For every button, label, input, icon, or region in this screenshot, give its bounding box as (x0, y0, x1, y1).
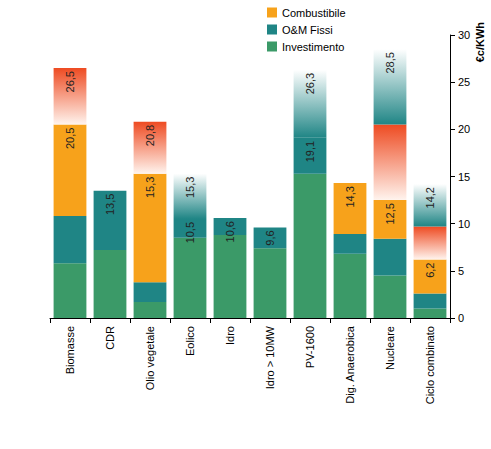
svg-text:10,6: 10,6 (224, 221, 236, 242)
svg-text:12,5: 12,5 (384, 203, 396, 224)
svg-text:CDR: CDR (104, 326, 116, 350)
svg-text:20,8: 20,8 (144, 125, 156, 146)
svg-text:5: 5 (458, 265, 464, 277)
svg-text:€c/KWh: €c/KWh (474, 22, 486, 63)
svg-text:Eolico: Eolico (184, 326, 196, 356)
svg-text:Dig. Anaerobica: Dig. Anaerobica (344, 325, 356, 404)
svg-text:Idro > 10MW: Idro > 10MW (264, 325, 276, 389)
svg-text:Nucleare: Nucleare (384, 326, 396, 370)
svg-text:10,5: 10,5 (184, 222, 196, 243)
svg-text:O&M Fissi: O&M Fissi (282, 24, 333, 36)
svg-text:20: 20 (458, 123, 470, 135)
svg-text:15,3: 15,3 (144, 177, 156, 198)
svg-text:Investimento: Investimento (282, 41, 344, 53)
svg-text:26,3: 26,3 (304, 73, 316, 94)
svg-text:9,6: 9,6 (264, 230, 276, 245)
svg-text:13,5: 13,5 (104, 194, 116, 215)
svg-text:10: 10 (458, 218, 470, 230)
svg-text:14,2: 14,2 (424, 187, 436, 208)
svg-text:19,1: 19,1 (304, 141, 316, 162)
svg-text:0: 0 (458, 312, 464, 324)
svg-text:20,5: 20,5 (64, 128, 76, 149)
svg-text:30: 30 (458, 29, 470, 41)
svg-text:Ciclo combinato: Ciclo combinato (424, 326, 436, 404)
svg-text:Olio vegetale: Olio vegetale (144, 326, 156, 390)
svg-text:6,2: 6,2 (424, 263, 436, 278)
svg-text:PV-1600: PV-1600 (304, 326, 316, 368)
svg-text:28,5: 28,5 (384, 52, 396, 73)
svg-text:Combustibile: Combustibile (282, 7, 346, 19)
svg-text:25: 25 (458, 76, 470, 88)
svg-text:14,3: 14,3 (344, 186, 356, 207)
svg-text:15: 15 (458, 171, 470, 183)
svg-text:Idro: Idro (224, 326, 236, 345)
svg-text:Biomasse: Biomasse (64, 326, 76, 374)
svg-text:26,5: 26,5 (64, 71, 76, 92)
svg-text:15,3: 15,3 (184, 177, 196, 198)
